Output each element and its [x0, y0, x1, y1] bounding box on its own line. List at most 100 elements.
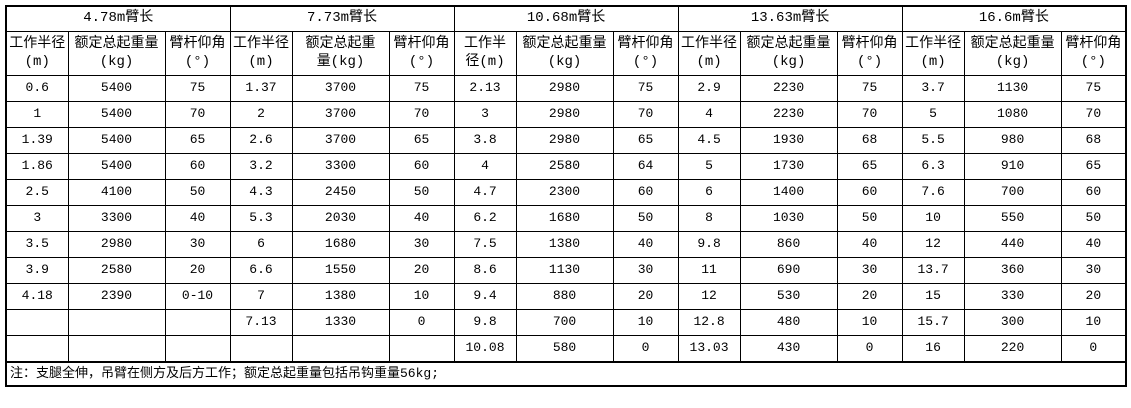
angle-cell: 50: [612, 205, 679, 232]
radius-cell: 1.86: [5, 153, 69, 180]
weight-cell: [67, 309, 166, 336]
weight-cell: 2980: [515, 75, 614, 102]
weight-cell: 1330: [291, 309, 390, 336]
radius-cell: 9.8: [677, 231, 741, 258]
table-row: 1.86 5400 60 3.2 3300 60 4 2580 64 5 1730 65 6.3 910 6…: [5, 153, 1127, 180]
angle-cell: 50: [388, 179, 455, 206]
radius-cell: 7: [229, 283, 293, 310]
table-row: 3.9 2580 20 6.6 1550 20 8.6 1130 30 11 690 30 13.7 36…: [5, 257, 1127, 284]
table-row: 3 3300 40 5.3 2030 40 6.2 1680 50 8 1030 50 10 550 50: [5, 205, 1127, 232]
radius-header: 工作半径 (m): [901, 31, 965, 76]
weight-cell: 330: [963, 283, 1062, 310]
angle-cell: 20: [164, 257, 231, 284]
angle-cell: 30: [836, 257, 903, 284]
radius-cell: 4: [453, 153, 517, 180]
radius-cell: 0.6: [5, 75, 69, 102]
radius-cell: 6: [677, 179, 741, 206]
weight-cell: 1380: [291, 283, 390, 310]
table-row: 2.5 4100 50 4.3 2450 50 4.7 2300 60 6 1400 60 7.6 700…: [5, 179, 1127, 206]
note-row: 注：支腿全伸，吊臂在侧方及后方工作；额定总起重量包括吊钩重量56kg;: [5, 361, 1127, 387]
angle-header: 臂杆仰角 (°): [164, 31, 231, 76]
radius-cell: 6.2: [453, 205, 517, 232]
angle-cell: 70: [1060, 101, 1127, 128]
angle-header: 臂杆仰角 (°): [388, 31, 455, 76]
weight-cell: 4100: [67, 179, 166, 206]
weight-cell: 3700: [291, 75, 390, 102]
radius-cell: [229, 335, 293, 363]
weight-cell: 1080: [963, 101, 1062, 128]
angle-cell: 65: [1060, 153, 1127, 180]
radius-cell: 4.7: [453, 179, 517, 206]
angle-cell: 70: [836, 101, 903, 128]
angle-cell: 0: [836, 335, 903, 363]
radius-cell: 7.6: [901, 179, 965, 206]
radius-cell: 1: [5, 101, 69, 128]
angle-cell: 65: [612, 127, 679, 154]
boom-length-header-1: 4.78m臂长: [5, 5, 231, 32]
radius-cell: 8.6: [453, 257, 517, 284]
weight-cell: 2300: [515, 179, 614, 206]
radius-cell: 2.5: [5, 179, 69, 206]
angle-cell: 0: [388, 309, 455, 336]
weight-header: 额定总起重 量(kg): [291, 31, 390, 76]
radius-cell: 2.9: [677, 75, 741, 102]
weight-cell: 3300: [67, 205, 166, 232]
weight-cell: 1400: [739, 179, 838, 206]
table-row: 1.39 5400 65 2.6 3700 65 3.8 2980 65 4.5 1930 68 5.5…: [5, 127, 1127, 154]
angle-cell: [164, 309, 231, 336]
weight-cell: 1680: [515, 205, 614, 232]
radius-cell: 2.13: [453, 75, 517, 102]
weight-cell: [291, 335, 390, 363]
radius-header: 工作半 径(m): [453, 31, 517, 76]
weight-cell: 1730: [739, 153, 838, 180]
weight-cell: 1030: [739, 205, 838, 232]
radius-cell: [5, 335, 69, 363]
weight-cell: 440: [963, 231, 1062, 258]
radius-header: 工作半径 (m): [229, 31, 293, 76]
weight-header: 额定总起重量 (kg): [515, 31, 614, 76]
weight-cell: 580: [515, 335, 614, 363]
radius-cell: 15.7: [901, 309, 965, 336]
radius-cell: 6.6: [229, 257, 293, 284]
angle-cell: 65: [164, 127, 231, 154]
angle-cell: 40: [1060, 231, 1127, 258]
radius-cell: 2.6: [229, 127, 293, 154]
angle-cell: 20: [388, 257, 455, 284]
weight-cell: 2580: [67, 257, 166, 284]
weight-cell: 3700: [291, 127, 390, 154]
radius-cell: 5: [677, 153, 741, 180]
boom-length-header-3: 10.68m臂长: [453, 5, 679, 32]
angle-cell: 0: [1060, 335, 1127, 363]
angle-cell: 10: [836, 309, 903, 336]
angle-cell: 68: [836, 127, 903, 154]
angle-cell: 75: [612, 75, 679, 102]
weight-cell: 5400: [67, 127, 166, 154]
table-row: 7.13 1330 0 9.8 700 10 12.8 480 10 15.7 300 10: [5, 309, 1127, 336]
radius-cell: 9.8: [453, 309, 517, 336]
angle-cell: 50: [836, 205, 903, 232]
radius-cell: 6: [229, 231, 293, 258]
radius-cell: 4.5: [677, 127, 741, 154]
boom-length-header-4: 13.63m臂长: [677, 5, 903, 32]
radius-header: 工作半径 (m): [677, 31, 741, 76]
weight-cell: 690: [739, 257, 838, 284]
angle-cell: 20: [612, 283, 679, 310]
angle-cell: 20: [1060, 283, 1127, 310]
radius-cell: 16: [901, 335, 965, 363]
table-row: 0.6 5400 75 1.37 3700 75 2.13 2980 75 2.9 2230 75 3.…: [5, 75, 1127, 102]
load-chart-table: 4.78m臂长 7.73m臂长 10.68m臂长 13.63m臂长 16.6m臂…: [5, 5, 1128, 387]
angle-cell: 60: [164, 153, 231, 180]
weight-cell: 1130: [515, 257, 614, 284]
angle-cell: 70: [164, 101, 231, 128]
weight-cell: 2980: [67, 231, 166, 258]
radius-header: 工作半径 (m): [5, 31, 69, 76]
crane-load-chart: 4.78m臂长 7.73m臂长 10.68m臂长 13.63m臂长 16.6m臂…: [5, 5, 1128, 387]
radius-cell: 12: [901, 231, 965, 258]
table-row: 3.5 2980 30 6 1680 30 7.5 1380 40 9.8 860 40 12 440 40: [5, 231, 1127, 258]
radius-cell: 15: [901, 283, 965, 310]
radius-cell: 10: [901, 205, 965, 232]
angle-cell: 10: [388, 283, 455, 310]
radius-cell: 8: [677, 205, 741, 232]
angle-cell: 75: [388, 75, 455, 102]
angle-cell: 10: [612, 309, 679, 336]
